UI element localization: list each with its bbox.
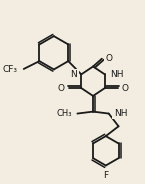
Text: NH: NH: [114, 109, 127, 118]
Text: CF₃: CF₃: [3, 66, 18, 75]
Text: O: O: [122, 84, 128, 93]
Text: F: F: [103, 171, 108, 180]
Text: CH₃: CH₃: [57, 109, 72, 118]
Text: N: N: [71, 70, 77, 79]
Text: O: O: [58, 84, 65, 93]
Text: NH: NH: [110, 70, 123, 79]
Text: O: O: [106, 54, 113, 63]
